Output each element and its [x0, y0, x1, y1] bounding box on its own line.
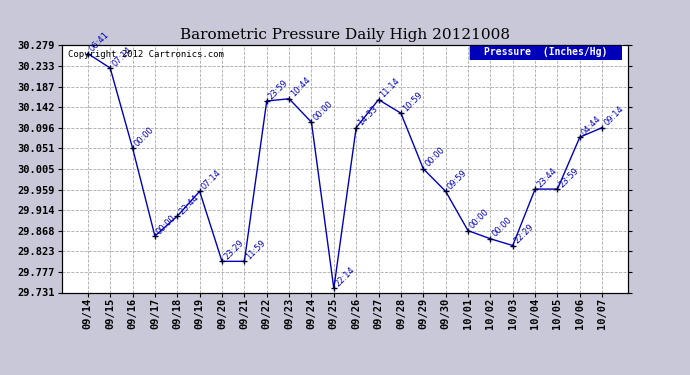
Text: 23:29: 23:29 [222, 238, 245, 261]
Text: 04:44: 04:44 [580, 114, 603, 137]
Text: 10:44: 10:44 [289, 76, 313, 99]
Text: 00:00: 00:00 [468, 207, 491, 231]
Text: 07:14: 07:14 [199, 168, 223, 191]
Text: 14:33: 14:33 [356, 104, 380, 128]
Text: 23:59: 23:59 [558, 166, 581, 189]
Text: 09:14: 09:14 [602, 105, 625, 128]
Text: 23:59: 23:59 [267, 78, 290, 101]
Text: 11:59: 11:59 [244, 238, 268, 261]
Text: 00:00: 00:00 [311, 99, 335, 122]
Text: 23:44: 23:44 [177, 193, 201, 216]
Text: 23:44: 23:44 [535, 166, 558, 189]
Text: 10:59: 10:59 [401, 90, 424, 113]
Text: 00:00: 00:00 [423, 146, 446, 169]
Text: 22:14: 22:14 [334, 265, 357, 288]
Text: 00:00: 00:00 [155, 213, 178, 236]
Text: 06:41: 06:41 [88, 30, 111, 54]
Text: 11:14: 11:14 [379, 76, 402, 100]
Text: 00:00: 00:00 [491, 216, 513, 239]
Text: 22:29: 22:29 [513, 222, 536, 246]
Text: 07:14: 07:14 [110, 45, 133, 68]
Title: Barometric Pressure Daily High 20121008: Barometric Pressure Daily High 20121008 [180, 28, 510, 42]
Text: 00:00: 00:00 [132, 125, 156, 148]
Text: 09:59: 09:59 [446, 168, 469, 191]
Text: Copyright 2012 Cartronics.com: Copyright 2012 Cartronics.com [68, 50, 224, 59]
